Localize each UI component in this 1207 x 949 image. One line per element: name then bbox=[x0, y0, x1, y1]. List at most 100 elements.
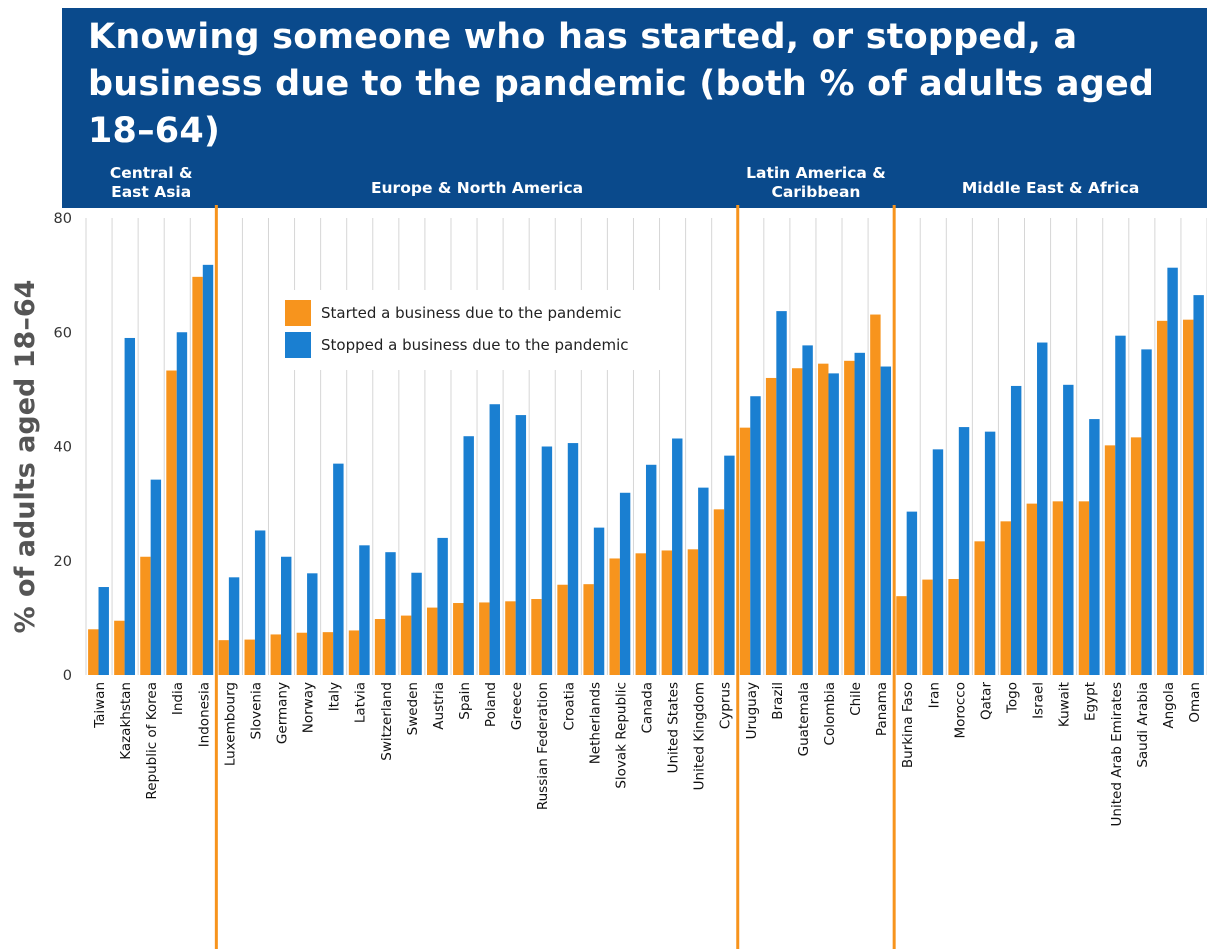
bar-stopped bbox=[567, 443, 579, 675]
bar-stopped bbox=[880, 366, 892, 675]
bar-started bbox=[453, 603, 464, 675]
bar-stopped bbox=[984, 431, 996, 675]
bar-stopped bbox=[150, 479, 162, 675]
bar-stopped bbox=[698, 487, 709, 675]
bar-stopped bbox=[619, 492, 631, 675]
bar-started bbox=[1104, 445, 1116, 675]
bar-started bbox=[192, 276, 203, 675]
bar-stopped bbox=[724, 455, 735, 675]
bar-started bbox=[1026, 503, 1038, 675]
bar-started bbox=[635, 553, 646, 675]
bar-started bbox=[818, 363, 829, 675]
bar-stopped bbox=[593, 527, 605, 675]
bar-started bbox=[948, 579, 959, 675]
x-tick-label: Indonesia bbox=[196, 682, 212, 747]
x-tick-label: Switzerland bbox=[379, 682, 395, 761]
x-tick-label: Kazakhstan bbox=[118, 682, 134, 760]
bar-started bbox=[661, 550, 673, 675]
x-tick-label: Egypt bbox=[1083, 682, 1099, 721]
x-tick-label: Panama bbox=[874, 682, 890, 736]
x-tick-label: Latvia bbox=[353, 682, 369, 723]
bar-started bbox=[88, 629, 99, 675]
x-tick-label: Togo bbox=[1004, 682, 1020, 714]
x-tick-label: Brazil bbox=[770, 682, 786, 720]
legend-label: Stopped a business due to the pandemic bbox=[321, 336, 628, 354]
bar-started bbox=[687, 549, 699, 675]
bar-started bbox=[166, 370, 177, 675]
bar-stopped bbox=[645, 464, 657, 675]
x-tick-label: Sweden bbox=[405, 682, 421, 735]
bar-started bbox=[114, 620, 125, 675]
y-tick-label: 0 bbox=[63, 668, 72, 684]
bar-started bbox=[270, 634, 282, 675]
bar-started bbox=[531, 599, 542, 675]
bar-stopped bbox=[1115, 335, 1126, 675]
bar-stopped bbox=[802, 345, 813, 675]
bar-started bbox=[218, 640, 229, 675]
x-tick-label: Germany bbox=[275, 682, 291, 744]
x-tick-label: Netherlands bbox=[587, 682, 603, 764]
legend-box bbox=[277, 290, 672, 370]
region-label: East Asia bbox=[111, 183, 191, 201]
bar-started bbox=[322, 632, 334, 675]
bar-stopped bbox=[1193, 295, 1204, 675]
y-tick-label: 80 bbox=[54, 211, 72, 227]
bar-stopped bbox=[906, 511, 918, 675]
bar-started bbox=[765, 377, 777, 675]
x-tick-label: Uruguay bbox=[744, 682, 760, 739]
x-tick-label: Burkina Faso bbox=[900, 682, 916, 768]
x-tick-label: Luxembourg bbox=[222, 682, 238, 766]
bar-stopped bbox=[124, 337, 136, 675]
region-label: Central & bbox=[110, 164, 193, 182]
x-tick-label: Canada bbox=[640, 682, 656, 733]
chart-title: Knowing someone who has started, or stop… bbox=[88, 17, 1155, 151]
bar-started bbox=[896, 596, 907, 675]
bar-started bbox=[1000, 521, 1011, 675]
y-tick-label: 20 bbox=[54, 554, 72, 570]
bar-stopped bbox=[541, 446, 553, 675]
bar-started bbox=[1078, 501, 1090, 675]
bar-stopped bbox=[1141, 349, 1152, 675]
bar-started bbox=[922, 579, 933, 675]
x-tick-label: Republic of Korea bbox=[144, 682, 160, 800]
bar-stopped bbox=[750, 396, 761, 675]
bar-started bbox=[348, 630, 360, 675]
region-label: Caribbean bbox=[771, 183, 860, 201]
legend-swatch bbox=[285, 332, 311, 358]
bar-stopped bbox=[437, 537, 448, 675]
x-tick-label: Spain bbox=[457, 682, 473, 720]
bar-started bbox=[791, 368, 803, 675]
x-tick-label: Russian Federation bbox=[535, 682, 551, 810]
bar-stopped bbox=[958, 427, 970, 675]
bar-stopped bbox=[228, 577, 240, 675]
bar-stopped bbox=[385, 552, 396, 675]
x-tick-label: Guatemala bbox=[796, 682, 812, 756]
x-tick-label: Croatia bbox=[561, 682, 577, 731]
x-tick-label: Qatar bbox=[978, 682, 994, 720]
bar-stopped bbox=[307, 573, 318, 675]
bar-stopped bbox=[463, 436, 474, 675]
x-tick-label: Angola bbox=[1161, 682, 1177, 729]
bar-started bbox=[505, 601, 516, 675]
legend-swatch bbox=[285, 300, 311, 326]
x-tick-label: India bbox=[170, 682, 186, 715]
x-tick-label: Kuwait bbox=[1057, 682, 1073, 727]
bar-started bbox=[1183, 319, 1194, 675]
bar-started bbox=[609, 558, 620, 675]
bar-stopped bbox=[489, 404, 500, 675]
bar-stopped bbox=[281, 556, 292, 675]
x-tick-label: Morocco bbox=[952, 682, 968, 739]
bar-stopped bbox=[828, 373, 839, 675]
bar-started bbox=[244, 639, 255, 675]
region-label: Europe & North America bbox=[371, 179, 583, 197]
bar-stopped bbox=[672, 438, 683, 675]
x-tick-label: Slovak Republic bbox=[613, 682, 629, 789]
legend-label: Started a business due to the pandemic bbox=[321, 304, 622, 322]
bar-started bbox=[1052, 501, 1064, 675]
x-tick-label: Greece bbox=[509, 682, 525, 730]
bar-started bbox=[739, 427, 751, 675]
bar-started bbox=[557, 584, 568, 675]
bar-started bbox=[1156, 320, 1168, 675]
bar-stopped bbox=[98, 587, 109, 675]
bar-stopped bbox=[1063, 384, 1074, 675]
